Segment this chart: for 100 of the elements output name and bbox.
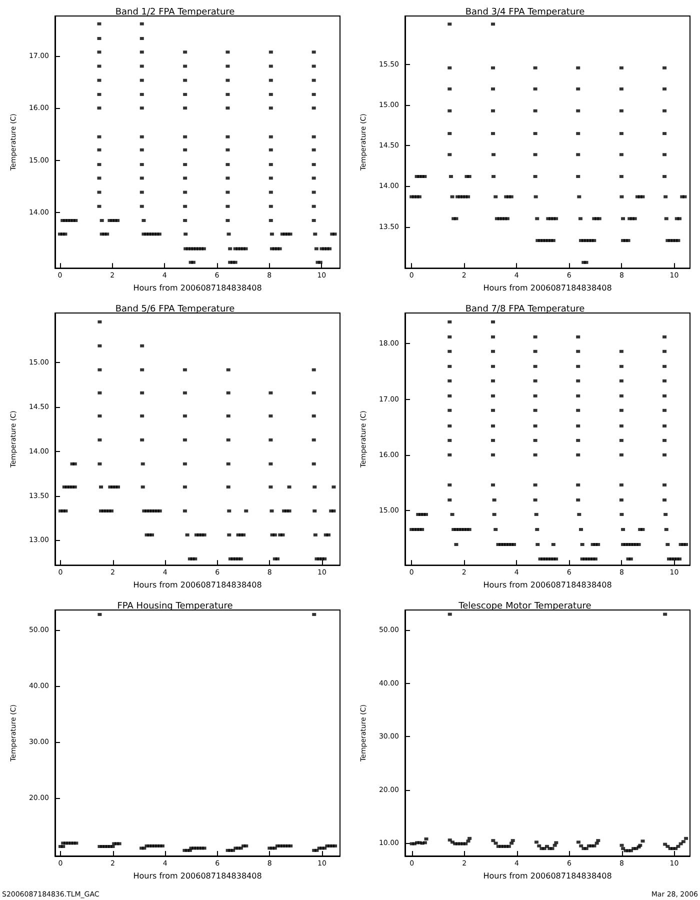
point: [72, 485, 77, 488]
point: [533, 394, 538, 398]
point: [490, 408, 495, 412]
point: [140, 462, 145, 466]
point: [312, 219, 316, 222]
point: [448, 320, 452, 324]
point: [664, 217, 668, 220]
point: [448, 612, 452, 616]
point: [662, 66, 667, 70]
point: [468, 836, 472, 840]
x-axis-title: Hours from 2006087184838408: [133, 580, 262, 590]
point: [312, 106, 316, 110]
point: [98, 612, 102, 616]
point: [533, 350, 538, 353]
point: [626, 239, 630, 242]
point: [662, 109, 667, 112]
point: [466, 195, 470, 198]
point: [417, 195, 422, 198]
point: [226, 163, 230, 166]
point: [619, 379, 624, 382]
point: [554, 841, 558, 844]
point: [664, 512, 668, 516]
point: [97, 135, 102, 138]
point: [98, 414, 102, 418]
point: [619, 438, 624, 442]
point: [628, 557, 633, 560]
point: [109, 509, 114, 512]
point: [533, 175, 538, 178]
point: [268, 135, 273, 138]
point: [191, 260, 196, 264]
point: [231, 848, 236, 852]
point: [312, 612, 316, 616]
point: [576, 335, 580, 338]
point: [533, 153, 538, 156]
chart-title: FPA Housing Temperature: [117, 602, 234, 612]
point: [97, 36, 102, 40]
point: [619, 153, 624, 156]
point: [621, 217, 626, 220]
point: [619, 394, 624, 398]
point: [97, 50, 102, 54]
point: [494, 195, 498, 198]
point: [97, 64, 102, 68]
point: [97, 204, 102, 208]
point: [97, 190, 102, 194]
point: [226, 438, 230, 442]
point: [140, 36, 144, 40]
point: [326, 533, 330, 536]
point: [584, 260, 588, 264]
point: [226, 106, 230, 110]
point: [490, 109, 495, 112]
point: [551, 239, 556, 242]
point: [268, 462, 273, 466]
chart-title: Band 7/8 FPA Temperature: [465, 304, 586, 314]
point: [142, 846, 146, 850]
point: [677, 217, 682, 220]
point: [140, 78, 144, 82]
point: [268, 391, 273, 394]
point: [183, 92, 188, 96]
point: [422, 841, 427, 844]
point: [228, 247, 232, 250]
point: [576, 840, 580, 844]
point: [533, 483, 538, 486]
point: [576, 109, 580, 112]
point: [592, 844, 596, 848]
point: [632, 217, 637, 220]
point: [619, 66, 624, 70]
point: [233, 260, 238, 264]
point: [578, 528, 583, 531]
point: [490, 132, 495, 136]
point: [576, 350, 580, 353]
point: [182, 368, 187, 372]
point: [140, 176, 144, 180]
point: [533, 438, 538, 442]
point: [140, 190, 144, 194]
point: [312, 391, 316, 394]
point: [98, 391, 102, 394]
point: [578, 217, 582, 220]
point: [244, 247, 248, 250]
point: [183, 78, 188, 82]
chart-title: Band 3/4 FPA Temperature: [465, 8, 586, 18]
point: [454, 217, 458, 220]
point: [140, 50, 144, 54]
point: [268, 219, 273, 222]
point: [105, 232, 110, 236]
point: [140, 106, 144, 110]
point: [242, 533, 246, 536]
point: [268, 163, 273, 166]
x-axis-title: Hours from 2006087184838408: [483, 580, 612, 590]
point: [534, 840, 538, 844]
point: [312, 50, 316, 54]
point: [448, 408, 452, 412]
point: [140, 344, 144, 348]
point: [533, 87, 538, 90]
point: [270, 232, 274, 236]
point: [662, 453, 667, 456]
point: [97, 163, 102, 166]
point: [312, 176, 316, 180]
point: [182, 414, 187, 418]
point: [682, 195, 687, 198]
point: [183, 163, 188, 166]
